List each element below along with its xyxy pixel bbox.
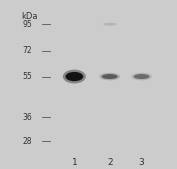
Text: 3: 3 [139, 158, 144, 167]
Text: 55: 55 [22, 72, 32, 81]
Ellipse shape [103, 23, 116, 26]
Ellipse shape [63, 70, 86, 83]
Text: 36: 36 [22, 113, 32, 122]
Text: 2: 2 [107, 158, 113, 167]
Text: kDa: kDa [21, 12, 38, 21]
Text: 72: 72 [22, 46, 32, 55]
Ellipse shape [134, 74, 150, 79]
Ellipse shape [131, 73, 152, 80]
FancyBboxPatch shape [39, 7, 172, 155]
Text: 95: 95 [22, 20, 32, 29]
Ellipse shape [102, 74, 118, 79]
Ellipse shape [99, 73, 120, 80]
Ellipse shape [101, 22, 118, 27]
Text: 28: 28 [22, 137, 32, 146]
Ellipse shape [65, 72, 83, 81]
Text: 1: 1 [72, 158, 77, 167]
